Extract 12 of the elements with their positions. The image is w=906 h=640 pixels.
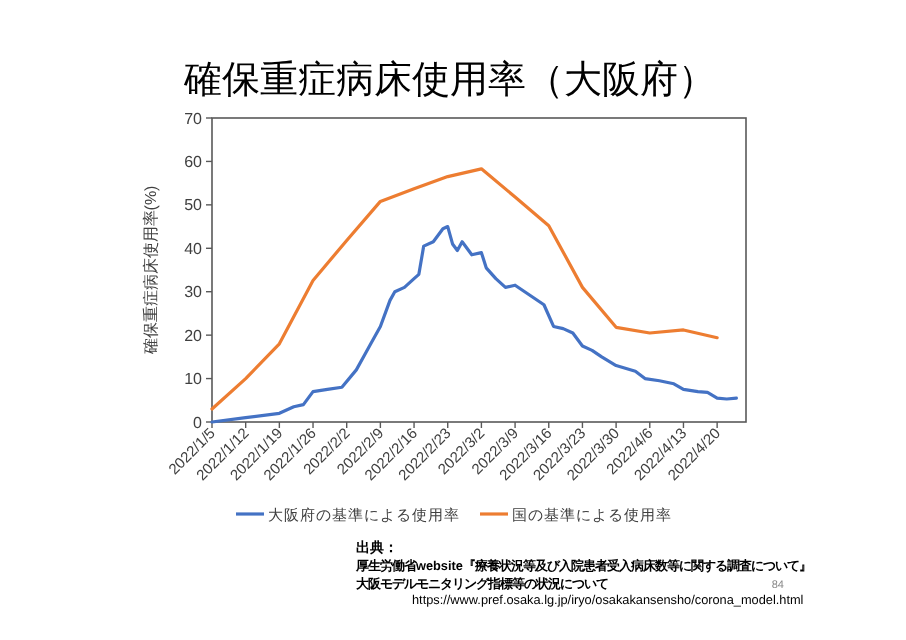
line-series	[210, 167, 719, 411]
y-tick-label: 50	[184, 196, 204, 215]
y-tick-label: 30	[184, 283, 204, 302]
y-tick-label: 40	[184, 239, 204, 258]
y-axis-title: 確保重症病床使用率(%)	[142, 184, 160, 357]
y-tick-label: 10	[184, 370, 204, 389]
line-series	[210, 224, 738, 424]
y-tick-label: 70	[184, 109, 204, 128]
y-tick-label: 0	[193, 413, 204, 432]
y-tick-label: 60	[184, 153, 204, 172]
y-tick-label: 20	[184, 326, 204, 345]
chart-title: 確保重症病床使用率（大阪府）	[182, 58, 716, 102]
